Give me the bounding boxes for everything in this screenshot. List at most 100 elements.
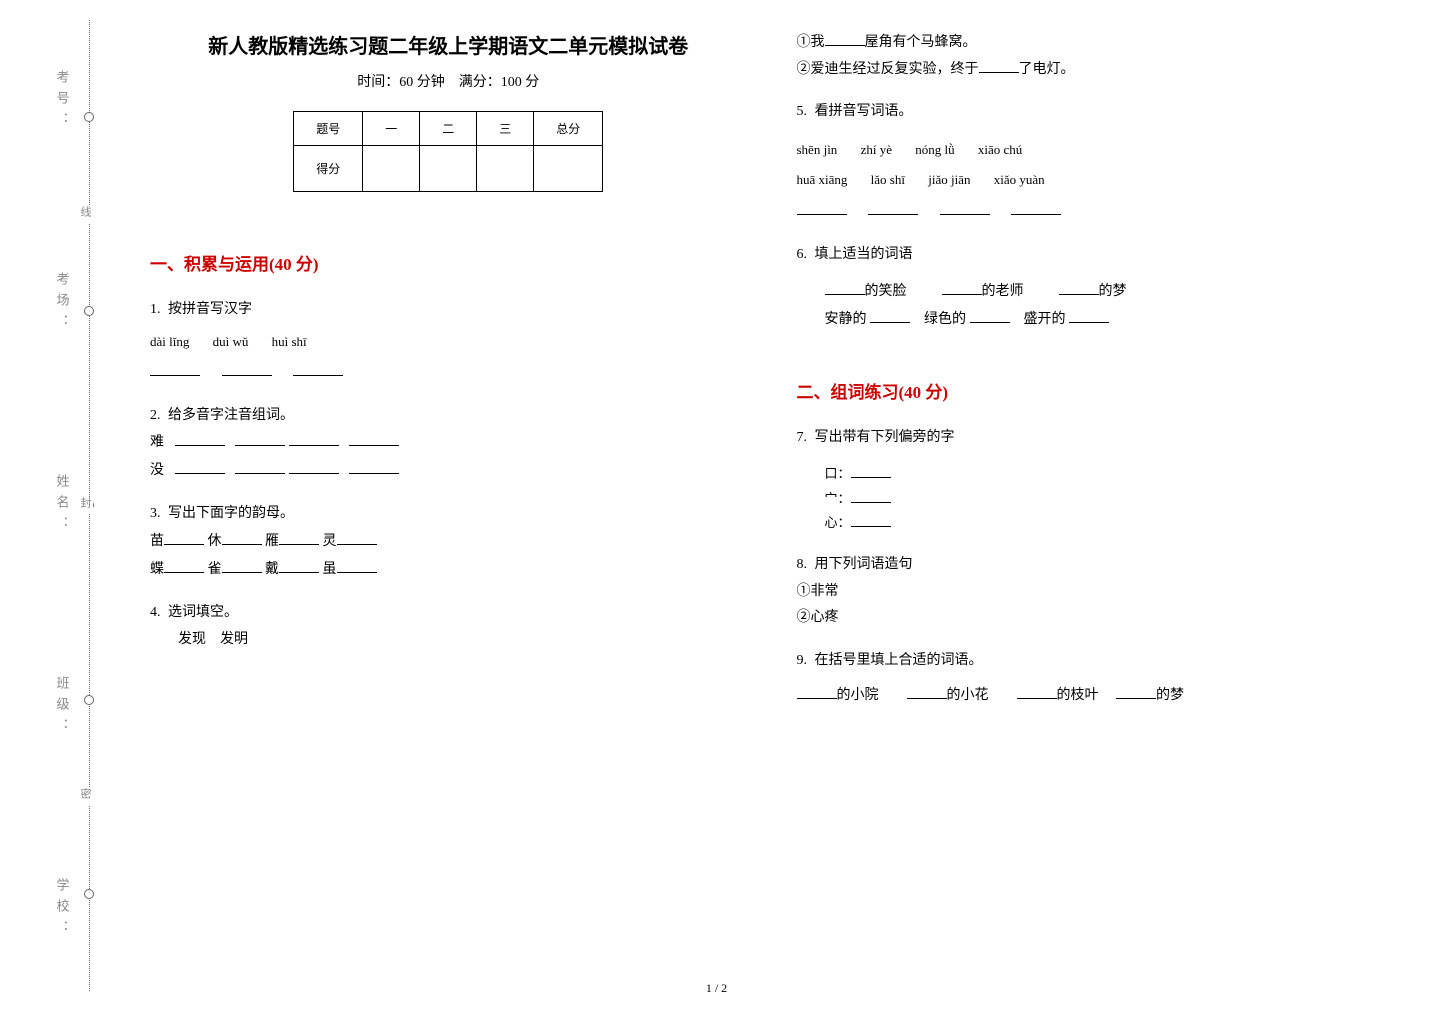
binding-circle (84, 889, 94, 899)
q4-s1-pre: ①我 (797, 35, 825, 50)
exam-subtitle: 时间：60 分钟 满分：100 分 (150, 71, 747, 91)
q5-blanks (797, 199, 1394, 226)
question-9: 9. 在括号里填上合适的词语。 的小院 的小花 的枝叶 的梦 (797, 648, 1394, 711)
binding-xingming-label: 姓名： (53, 474, 72, 537)
q3-row-2: 蝶 雀 戴 虽 (150, 556, 747, 584)
q6-item: 盛开的 (1024, 312, 1066, 327)
q5-pinyin-row-1: shēn jìn zhí yè nóng lǜ xiāo chú (797, 138, 1394, 163)
question-4: 4. 选词填空。 发现 发明 (150, 600, 747, 653)
score-header-2: 二 (420, 112, 477, 146)
blank (797, 201, 847, 215)
q7-radical: 心： (825, 515, 851, 530)
section-2-heading: 二、组词练习(40 分) (797, 378, 1394, 403)
q9-item: 的梦 (1156, 688, 1184, 703)
blank (279, 557, 319, 573)
score-header-total: 总分 (534, 112, 603, 146)
blank (293, 362, 343, 376)
binding-kaochang-label: 考场： (53, 272, 72, 335)
score-header-3: 三 (477, 112, 534, 146)
q7-items: 口： 宀： 心： (825, 462, 1394, 536)
blank (222, 362, 272, 376)
score-cell (534, 146, 603, 192)
blank (222, 529, 262, 545)
blank (825, 279, 865, 295)
blank (1116, 683, 1156, 699)
blank (1017, 683, 1057, 699)
table-row: 题号 一 二 三 总分 (294, 112, 603, 146)
q7-num: 7. (797, 430, 808, 445)
blank (337, 557, 377, 573)
q2-row-2: 没 (150, 457, 747, 485)
q6-text: 填上适当的词语 (815, 247, 913, 262)
q3-char: 灵 (323, 534, 337, 549)
binding-xuexiao-label: 学校： (53, 878, 72, 941)
score-cell (363, 146, 420, 192)
q2-num: 2. (150, 408, 161, 423)
q8-text: 用下列词语造句 (815, 557, 913, 572)
q6-num: 6. (797, 247, 808, 262)
q9-text: 在括号里填上合适的词语。 (815, 653, 983, 668)
blank (851, 511, 891, 527)
blank (1059, 279, 1099, 295)
blank (940, 201, 990, 215)
q3-num: 3. (150, 506, 161, 521)
question-6: 6. 填上适当的词语 的笑脸 的老师 的梦 安静的 绿色的 盛开的 (797, 242, 1394, 335)
blank (235, 458, 285, 474)
q5-pinyin: jiǎo jiān (928, 168, 970, 193)
q3-char: 苗 (150, 534, 164, 549)
q9-item: 的小院 (837, 688, 879, 703)
q5-text: 看拼音写词语。 (815, 104, 913, 119)
page-number: 1 / 2 (706, 981, 727, 996)
blank (175, 458, 225, 474)
q7-radical-row: 口： (825, 462, 1394, 487)
q1-blanks (150, 360, 747, 387)
q3-char: 戴 (265, 562, 279, 577)
q2-row-1: 难 (150, 429, 747, 457)
blank (851, 487, 891, 503)
q9-item: 的枝叶 (1057, 688, 1099, 703)
q8-num: 8. (797, 557, 808, 572)
blank (164, 529, 204, 545)
binding-labels: 考号： 考场： 姓名： 班级： 学校： (52, 0, 72, 1011)
q1-pinyin-3: huì shī (272, 330, 307, 355)
q3-text: 写出下面字的韵母。 (168, 506, 294, 521)
q4-s1-post: 屋角有个马蜂窝。 (865, 35, 977, 50)
q4-sentences: ①我 屋角有个马蜂窝。 ②爱迪生经过反复实验，终于 了电灯。 (797, 30, 1394, 83)
q4-text: 选词填空。 (168, 605, 238, 620)
blank (279, 529, 319, 545)
q6-row-2: 安静的 绿色的 盛开的 (825, 306, 1394, 334)
q2-char-nan: 难 (150, 435, 164, 450)
q6-item: 安静的 (825, 312, 867, 327)
blank (337, 529, 377, 545)
q1-pinyin-2: duì wǔ (213, 330, 249, 355)
q4-s2: ②爱迪生经过反复实验，终于 了电灯。 (797, 57, 1394, 84)
q3-char: 蝶 (150, 562, 164, 577)
q6-item: 的笑脸 (865, 284, 907, 299)
blank (797, 683, 837, 699)
q3-char: 虽 (323, 562, 337, 577)
q1-num: 1. (150, 302, 161, 317)
blank (970, 307, 1010, 323)
q4-s1: ①我 屋角有个马蜂窝。 (797, 30, 1394, 57)
q4-s2-post: 了电灯。 (1019, 62, 1075, 77)
q8-item-1: ①非常 (797, 579, 1394, 606)
q4-s2-pre: ②爱迪生经过反复实验，终于 (797, 62, 979, 77)
question-7: 7. 写出带有下列偏旁的字 口： 宀： 心： (797, 425, 1394, 536)
binding-banji-label: 班级： (53, 676, 72, 739)
question-8: 8. 用下列词语造句 ①非常 ②心疼 (797, 552, 1394, 632)
q7-radical-row: 宀： (825, 487, 1394, 512)
binding-circle (84, 306, 94, 316)
q1-pinyin-row: dài lǐng duì wǔ huì shī (150, 330, 747, 355)
q7-text: 写出带有下列偏旁的字 (815, 430, 955, 445)
blank (222, 557, 262, 573)
table-row: 得分 (294, 146, 603, 192)
q1-pinyin-1: dài lǐng (150, 330, 189, 355)
q5-pinyin: shēn jìn (797, 138, 838, 163)
q5-num: 5. (797, 104, 808, 119)
right-column: ①我屋角有个马蜂窝。 ②爱迪生经过反复实验，终于了电灯。 5. 看拼音写词语。 … (797, 30, 1394, 991)
score-cell (420, 146, 477, 192)
binding-circle (84, 112, 94, 122)
score-header-1: 一 (363, 112, 420, 146)
q9-row: 的小院 的小花 的枝叶 的梦 (797, 682, 1394, 710)
blank (851, 462, 891, 478)
